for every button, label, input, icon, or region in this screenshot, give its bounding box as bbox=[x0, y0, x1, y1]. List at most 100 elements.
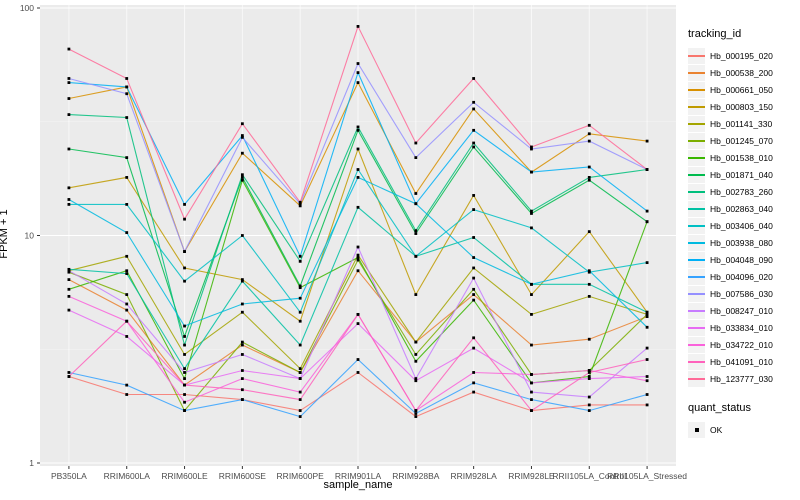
data-point bbox=[472, 346, 476, 350]
legend-entry-label: Hb_003406_040 bbox=[710, 220, 773, 231]
point-marker-icon bbox=[694, 427, 699, 432]
data-point bbox=[645, 139, 649, 143]
x-tick-label: RRIM928LE bbox=[508, 471, 555, 481]
legend-entry: Hb_000538_200 bbox=[688, 64, 800, 81]
legend-line-swatch-icon bbox=[688, 190, 705, 193]
data-point bbox=[587, 409, 591, 412]
data-point bbox=[645, 375, 649, 378]
data-point bbox=[125, 202, 129, 206]
data-point bbox=[356, 147, 360, 151]
data-point bbox=[356, 253, 360, 257]
data-point bbox=[645, 358, 649, 361]
data-point bbox=[125, 116, 129, 119]
data-point bbox=[125, 302, 129, 306]
data-point bbox=[298, 202, 302, 206]
legend-line-swatch-icon bbox=[688, 88, 705, 91]
x-tick-label: RRIM901LA bbox=[335, 471, 382, 481]
legend-entry: Hb_000661_050 bbox=[688, 81, 800, 98]
legend-entry-label: Hb_007586_030 bbox=[710, 288, 773, 299]
data-point bbox=[67, 287, 71, 291]
data-point bbox=[472, 390, 476, 394]
legend-key bbox=[688, 251, 705, 268]
data-point bbox=[645, 403, 649, 407]
data-point bbox=[356, 176, 360, 179]
data-point bbox=[472, 266, 476, 270]
data-point bbox=[645, 220, 649, 224]
legend-entry: Hb_000803_150 bbox=[688, 98, 800, 115]
data-point bbox=[530, 398, 533, 401]
y-tick-label: 10 bbox=[25, 231, 35, 241]
legend-key bbox=[688, 302, 705, 319]
data-point bbox=[67, 278, 71, 281]
x-tick-label: RRIM600PE bbox=[277, 471, 325, 481]
data-point bbox=[472, 381, 476, 385]
data-point bbox=[183, 335, 186, 338]
data-point bbox=[183, 202, 186, 206]
data-point bbox=[645, 393, 649, 396]
x-tick-label: RRIM600LE bbox=[161, 471, 208, 481]
x-tick-label: RRIM928BA bbox=[392, 471, 440, 481]
legend-entry: Hb_001245_070 bbox=[688, 132, 800, 149]
x-tick-label: RRII105LA_Control bbox=[552, 471, 626, 481]
data-point bbox=[67, 113, 71, 116]
legend-line-swatch-icon bbox=[688, 292, 705, 295]
legend-entry: Hb_123777_030 bbox=[688, 370, 800, 387]
data-point bbox=[356, 125, 360, 129]
data-point bbox=[645, 379, 649, 383]
legend-entry: Hb_033834_010 bbox=[688, 319, 800, 336]
legend-entry-label: Hb_123777_030 bbox=[710, 373, 773, 384]
data-point bbox=[183, 377, 186, 380]
data-point bbox=[472, 336, 476, 340]
data-point bbox=[240, 134, 244, 137]
legend-key bbox=[688, 98, 705, 115]
legend-entry: Hb_000195_020 bbox=[688, 47, 800, 64]
legend-entry: Hb_041091_010 bbox=[688, 353, 800, 370]
data-point bbox=[414, 293, 418, 296]
data-point bbox=[414, 254, 418, 258]
data-point bbox=[587, 337, 591, 341]
data-point bbox=[530, 381, 533, 385]
data-point bbox=[298, 409, 302, 412]
legend-key bbox=[688, 166, 705, 183]
data-point bbox=[472, 100, 476, 104]
legend-key bbox=[688, 200, 705, 217]
data-point bbox=[240, 234, 244, 237]
legend-entry-label: Hb_001141_330 bbox=[710, 118, 773, 129]
x-tick-label: RRII105LA_Stressed bbox=[607, 471, 687, 481]
x-tick-label: RRIM600LA bbox=[104, 471, 151, 481]
data-point bbox=[240, 178, 244, 182]
data-point bbox=[298, 310, 302, 314]
data-point bbox=[298, 284, 302, 288]
legend: tracking_id Hb_000195_020 Hb_000538_200 Hb… bbox=[688, 28, 800, 438]
data-point bbox=[298, 371, 302, 374]
data-point bbox=[472, 236, 476, 239]
legend-key bbox=[688, 319, 705, 336]
data-point bbox=[183, 343, 186, 347]
legend-entry: Hb_002863_040 bbox=[688, 200, 800, 217]
legend-entry: Hb_004096_020 bbox=[688, 268, 800, 285]
legend-key bbox=[688, 132, 705, 149]
data-point bbox=[472, 287, 476, 291]
data-point bbox=[298, 296, 302, 300]
x-tick-label: PB350LA bbox=[51, 471, 87, 481]
legend-key bbox=[688, 149, 705, 166]
data-point bbox=[298, 367, 302, 370]
data-point bbox=[67, 77, 71, 80]
data-point bbox=[530, 145, 533, 149]
legend-entry: Hb_008247_010 bbox=[688, 302, 800, 319]
data-point bbox=[645, 261, 649, 265]
legend-line-swatch-icon bbox=[688, 71, 705, 74]
data-point bbox=[356, 322, 360, 325]
data-point bbox=[67, 371, 71, 374]
legend-key bbox=[688, 370, 705, 387]
data-point bbox=[183, 371, 186, 374]
data-point bbox=[67, 147, 71, 151]
legend-entry-label: Hb_004096_020 bbox=[710, 271, 773, 282]
data-point bbox=[472, 145, 476, 149]
data-point bbox=[183, 400, 186, 404]
data-point bbox=[67, 81, 71, 84]
y-axis-title: FPKM + 1 bbox=[0, 209, 10, 259]
data-point bbox=[587, 230, 591, 234]
